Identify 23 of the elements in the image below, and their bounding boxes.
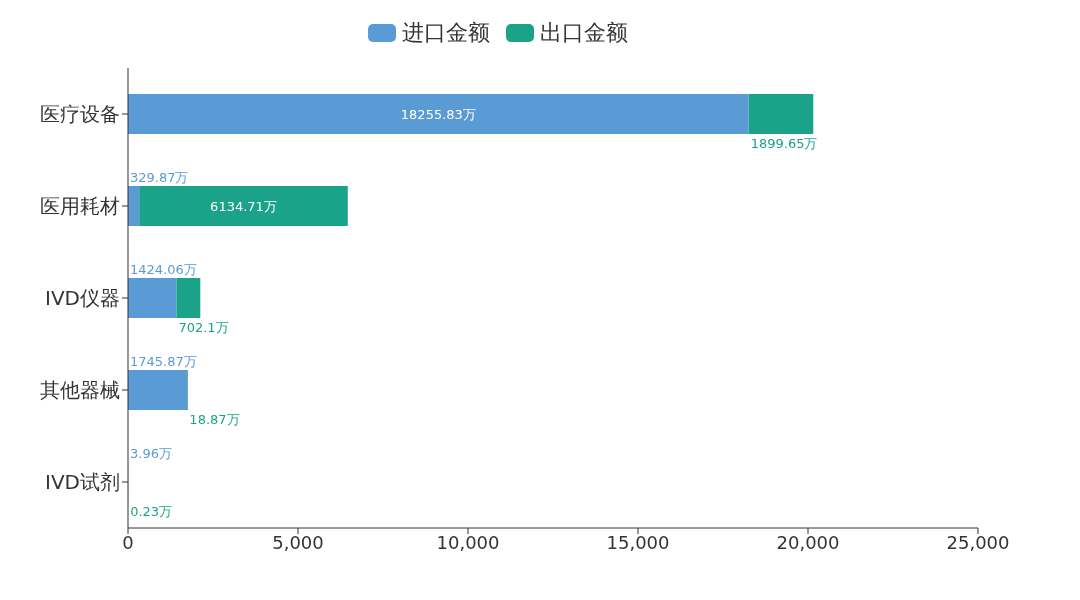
data-label: 1424.06万	[130, 262, 197, 277]
y-tick-label: IVD试剂	[45, 470, 120, 495]
x-tick-label: 15,000	[606, 531, 670, 553]
x-tick-label: 5,000	[272, 531, 324, 553]
data-label: 18255.83万	[400, 106, 476, 122]
data-label: 329.87万	[130, 170, 189, 185]
y-tick-label: 医用耗材	[40, 194, 120, 219]
data-label: 1745.87万	[130, 354, 197, 369]
y-tick-label: 其他器械	[40, 378, 120, 403]
data-label: 3.96万	[130, 446, 172, 461]
y-tick-label: IVD仪器	[45, 286, 120, 311]
data-label: 0.23万	[130, 503, 173, 519]
legend-label: 出口金额	[539, 19, 628, 47]
x-tick-label: 20,000	[776, 531, 840, 553]
data-label: 6134.71万	[210, 198, 277, 214]
x-tick-label: 0	[122, 531, 134, 553]
y-tick-label: 医疗设备	[40, 102, 120, 127]
x-tick-label: 25,000	[946, 531, 1010, 553]
data-label: 1899.65万	[750, 135, 818, 151]
data-label: 18.87万	[189, 411, 240, 427]
x-tick-label: 10,000	[436, 531, 500, 553]
legend-label: 进口金额	[401, 19, 490, 47]
data-label: 702.1万	[178, 319, 229, 335]
